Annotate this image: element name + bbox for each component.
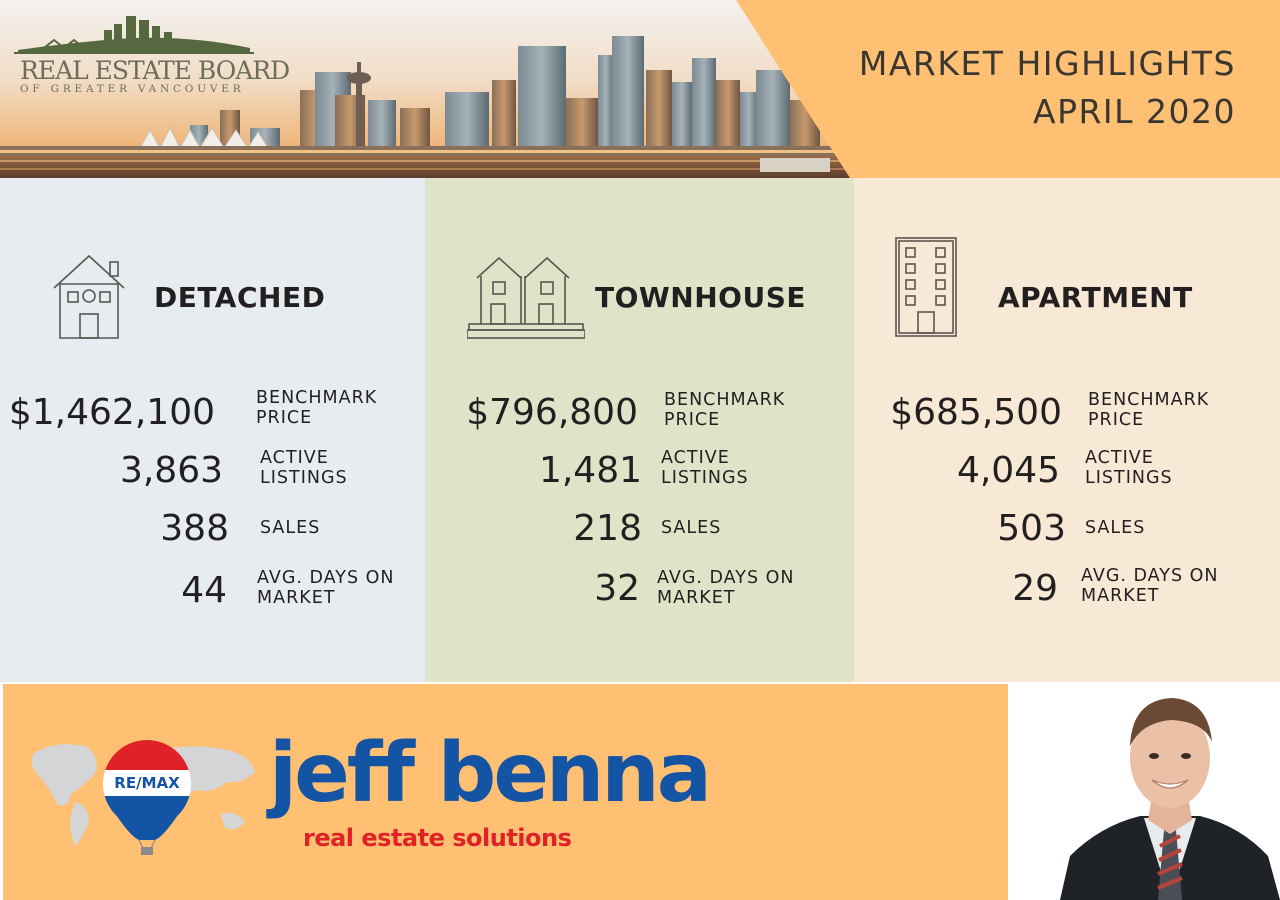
apartment-days-row: 29 AVG. DAYS ON MARKET [854, 564, 1280, 614]
benchmark-label-line2: PRICE [664, 410, 721, 430]
townhouse-days-on-market: 32 [594, 568, 640, 609]
active-label-line2: LISTINGS [661, 468, 749, 488]
townhouse-benchmark-row: $796,800 BENCHMARK PRICE [425, 388, 854, 438]
detached-title: DETACHED [154, 281, 326, 314]
detached-sales: 388 [160, 508, 229, 549]
apartment-days-on-market: 29 [1012, 568, 1058, 609]
townhouse-sales: 218 [573, 508, 642, 549]
townhouse-sales-row: 218 SALES [425, 504, 854, 554]
logo-subtitle-text: OF GREATER VANCOUVER [20, 83, 245, 95]
days-label-line1: AVG. DAYS ON [257, 568, 395, 588]
agent-brand-tagline: real estate solutions [303, 824, 572, 852]
townhouse-active-listings: 1,481 [538, 450, 642, 491]
vancouver-skyline-photo [0, 0, 860, 178]
active-label-line2: LISTINGS [260, 468, 348, 488]
header-banner: REAL ESTATE BOARD OF GREATER VANCOUVER M… [0, 0, 1280, 178]
apartment-active-listings: 4,045 [956, 450, 1060, 491]
apartment-building-icon [895, 237, 957, 337]
benchmark-label-line1: BENCHMARK [256, 388, 378, 408]
active-label-line2: LISTINGS [1085, 468, 1173, 488]
apartment-benchmark-price: $685,500 [890, 392, 1062, 433]
remax-balloon-text: RE/MAX [114, 774, 180, 792]
detached-column: DETACHED $1,462,100 BENCHMARK PRICE 3,86… [0, 178, 425, 682]
active-label-line1: ACTIVE [260, 448, 329, 468]
detached-active-listings: 3,863 [119, 450, 223, 491]
detached-benchmark-row: $1,462,100 BENCHMARK PRICE [0, 388, 425, 438]
apartment-sales: 503 [997, 508, 1066, 549]
apartment-sales-row: 503 SALES [854, 504, 1280, 554]
benchmark-label-line1: BENCHMARK [1088, 390, 1210, 410]
agent-brand-banner: RE/MAX jeff benna real estate solutions [3, 684, 1008, 900]
days-label-line1: AVG. DAYS ON [1081, 566, 1219, 586]
agent-portrait-photo [1060, 686, 1280, 900]
benchmark-label-line2: PRICE [1088, 410, 1145, 430]
townhouse-column: TOWNHOUSE $796,800 BENCHMARK PRICE 1,481… [425, 178, 854, 682]
townhouse-icon [467, 256, 585, 339]
detached-days-row: 44 AVG. DAYS ON MARKET [0, 566, 425, 616]
days-label-line1: AVG. DAYS ON [657, 568, 795, 588]
townhouse-active-row: 1,481 ACTIVE LISTINGS [425, 446, 854, 496]
apartment-title: APARTMENT [998, 281, 1193, 314]
days-label-line2: MARKET [1081, 586, 1160, 606]
footer-banner: RE/MAX jeff benna real estate solutions [0, 682, 1280, 900]
apartment-column: APARTMENT $685,500 BENCHMARK PRICE 4,045… [854, 178, 1280, 682]
skyline-logo-icon [14, 16, 254, 54]
sales-label: SALES [260, 518, 321, 538]
sales-label: SALES [661, 518, 722, 538]
apartment-active-row: 4,045 ACTIVE LISTINGS [854, 446, 1280, 496]
logo-name-text: REAL ESTATE BOARD [20, 56, 290, 85]
benchmark-label-line1: BENCHMARK [664, 390, 786, 410]
house-icon [53, 254, 125, 339]
remax-balloon-logo: RE/MAX [103, 740, 191, 855]
market-highlights-title: MARKET HIGHLIGHTS [858, 44, 1236, 83]
sales-label: SALES [1085, 518, 1146, 538]
days-label-line2: MARKET [257, 588, 336, 608]
townhouse-days-row: 32 AVG. DAYS ON MARKET [425, 564, 854, 614]
detached-days-on-market: 44 [181, 570, 227, 611]
detached-benchmark-price: $1,462,100 [8, 392, 215, 433]
active-label-line1: ACTIVE [661, 448, 730, 468]
detached-sales-row: 388 SALES [0, 504, 425, 554]
report-month: APRIL 2020 [1033, 92, 1236, 131]
active-label-line1: ACTIVE [1085, 448, 1154, 468]
detached-active-row: 3,863 ACTIVE LISTINGS [0, 446, 425, 496]
townhouse-benchmark-price: $796,800 [466, 392, 638, 433]
title-panel-shape [736, 0, 1280, 178]
apartment-benchmark-row: $685,500 BENCHMARK PRICE [854, 388, 1280, 438]
townhouse-title: TOWNHOUSE [595, 281, 806, 314]
days-label-line2: MARKET [657, 588, 736, 608]
agent-brand-name: jeff benna [269, 726, 712, 821]
real-estate-board-logo: REAL ESTATE BOARD OF GREATER VANCOUVER [14, 12, 290, 102]
benchmark-label-line2: PRICE [256, 408, 313, 428]
